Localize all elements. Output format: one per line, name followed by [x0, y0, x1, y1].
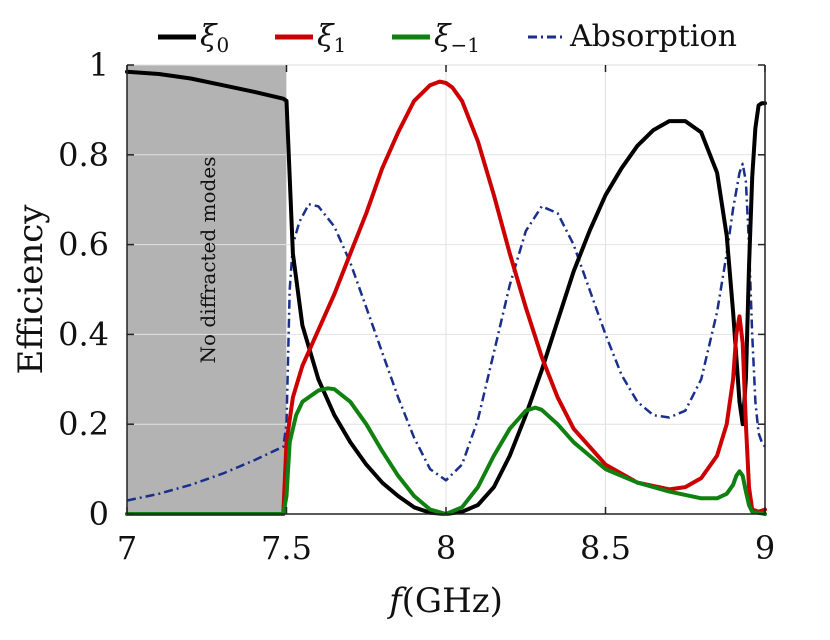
- series-xi-minus1-line: [125, 386, 767, 516]
- series-layer: [125, 69, 767, 516]
- legend-label-xi0: ξ0: [200, 19, 229, 57]
- x-tick-label: 8: [436, 529, 456, 567]
- x-axis-label-unit: (GHz): [402, 581, 503, 621]
- series-absorption-line: [126, 162, 767, 502]
- legend-label-xi1: ξ1: [317, 19, 346, 57]
- x-tick-label: 7: [117, 529, 137, 567]
- x-tick-label: 9: [755, 529, 775, 567]
- shaded-region: [127, 65, 287, 514]
- y-tick-label: 0: [89, 495, 109, 533]
- tick-label-layer: 7 7.5 8 8.5 9 0 0.2 0.4 0.6 0.8 1: [58, 46, 775, 567]
- shaded-region-label: No diffracted modes: [196, 157, 220, 364]
- y-tick-label: 1: [89, 46, 109, 84]
- series-xi0-line: [125, 69, 767, 516]
- series-xi1-line: [125, 79, 767, 516]
- x-axis-label: f(GHz): [386, 581, 503, 621]
- legend: ξ0 ξ1 ξ−1 Absorption: [158, 19, 737, 57]
- y-tick-label: 0.8: [58, 136, 109, 174]
- y-tick-label: 0.6: [58, 226, 109, 264]
- y-tick-label: 0.4: [58, 315, 109, 353]
- x-tick-label: 7.5: [261, 529, 312, 567]
- axes-layer: [126, 64, 766, 515]
- y-tick-label: 0.2: [58, 405, 109, 443]
- y-axis-label: Efficiency: [11, 204, 51, 375]
- legend-label-xi-minus1: ξ−1: [434, 19, 480, 57]
- x-tick-label: 8.5: [580, 529, 631, 567]
- legend-label-absorption: Absorption: [569, 19, 737, 54]
- shaded-region-layer: [127, 65, 287, 514]
